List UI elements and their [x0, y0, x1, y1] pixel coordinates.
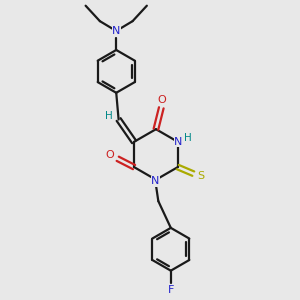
Text: F: F	[168, 285, 174, 295]
Text: S: S	[198, 171, 205, 181]
Text: H: H	[184, 133, 192, 143]
Text: N: N	[151, 176, 160, 186]
Text: N: N	[112, 26, 121, 36]
Text: O: O	[105, 150, 114, 160]
Text: H: H	[105, 111, 113, 121]
Text: N: N	[174, 137, 183, 147]
Text: O: O	[158, 95, 166, 105]
